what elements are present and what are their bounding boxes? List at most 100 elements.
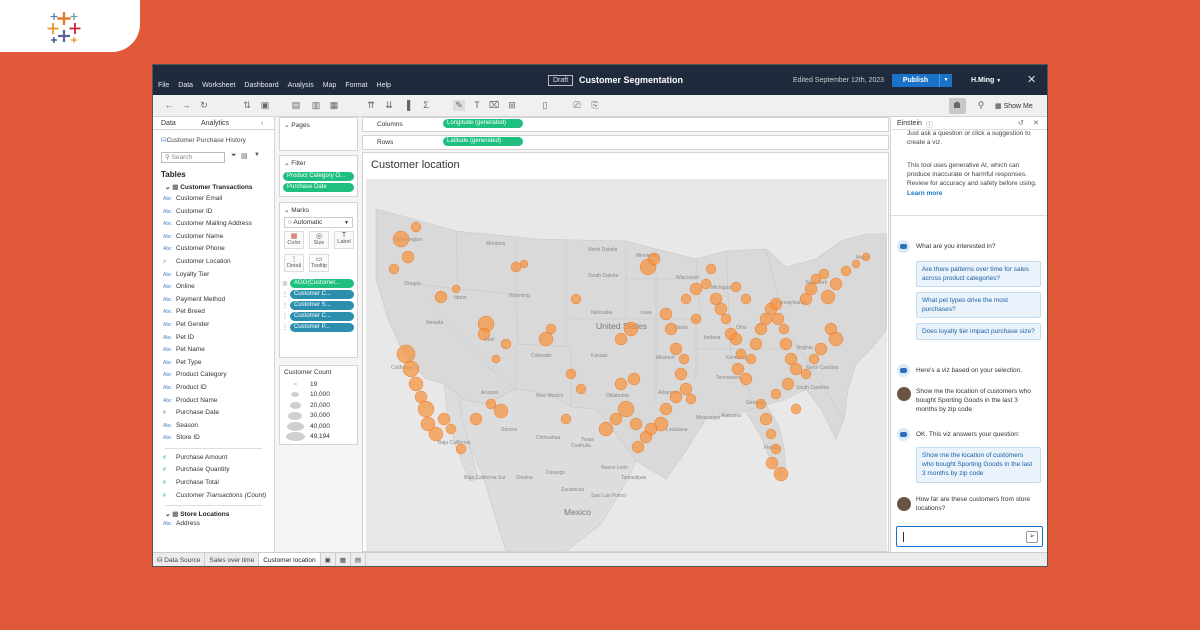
customer-bubble[interactable]	[804, 282, 818, 296]
text-label-icon[interactable]: T	[474, 100, 480, 110]
customer-bubble[interactable]	[818, 268, 830, 280]
field-item[interactable]: # Purchase Date	[153, 407, 274, 420]
customer-bubble[interactable]	[685, 393, 697, 405]
einstein-toggle-button[interactable]	[949, 98, 966, 114]
customer-bubble[interactable]	[769, 297, 783, 311]
publish-dropdown-icon[interactable]: ▼	[939, 74, 952, 87]
customer-bubble[interactable]	[840, 265, 852, 277]
menu-item-help[interactable]: Help	[376, 82, 391, 89]
sum-icon[interactable]: Σ	[423, 100, 429, 110]
sort-ascending-icon[interactable]: ⇈	[367, 100, 375, 110]
customer-bubble[interactable]	[664, 322, 678, 336]
detail-button[interactable]: ⋮ Detail	[284, 254, 304, 272]
rows-shelf[interactable]: Rows Latitude (generated)	[362, 135, 889, 150]
close-icon[interactable]: ✕	[1027, 74, 1037, 86]
customer-bubble[interactable]	[493, 403, 509, 419]
customer-bubble[interactable]	[778, 323, 790, 335]
collapse-icon[interactable]: ⌄	[284, 207, 290, 214]
customer-bubble[interactable]	[545, 323, 557, 335]
field-item[interactable]: > Customer Location	[153, 256, 274, 269]
field-item[interactable]: Abc Address	[153, 518, 274, 531]
customer-bubble[interactable]	[820, 289, 836, 305]
customer-bubble[interactable]	[690, 313, 702, 325]
customer-bubble[interactable]	[714, 302, 728, 316]
table-store-locations[interactable]: ⌄ ▦ Store Locations	[165, 510, 274, 518]
customer-bubble[interactable]	[720, 313, 732, 325]
view-icon[interactable]: ▯	[542, 100, 548, 110]
field-item[interactable]: Abc Pet Type	[153, 357, 274, 370]
suggestion-button[interactable]: Are there patterns over time for sales a…	[916, 261, 1041, 288]
customer-bubble[interactable]	[779, 337, 793, 351]
menu-item-analysis[interactable]: Analysis	[287, 82, 314, 89]
customer-bubble[interactable]	[705, 263, 717, 275]
filter-pill[interactable]: Product Category O...	[283, 172, 354, 181]
customer-bubble[interactable]	[770, 443, 782, 455]
annotate-icon[interactable]: ⌧	[488, 100, 500, 110]
customer-bubble[interactable]	[510, 261, 522, 273]
customer-bubble[interactable]	[560, 413, 572, 425]
customer-bubble[interactable]	[799, 292, 813, 306]
mark-type-select[interactable]: ○ Automatic ▼	[284, 217, 353, 228]
customer-bubble[interactable]	[469, 412, 483, 426]
customer-bubble[interactable]	[659, 307, 673, 321]
field-item[interactable]: Abc Payment Method	[153, 294, 274, 307]
menu-item-file[interactable]: File	[158, 82, 170, 89]
history-icon[interactable]: ↺	[1018, 120, 1024, 127]
customer-bubble[interactable]	[800, 368, 812, 380]
customer-bubble[interactable]	[519, 259, 529, 269]
customer-bubble[interactable]	[731, 362, 745, 376]
tooltip-button[interactable]: ▭ Tooltip	[309, 254, 329, 272]
customer-bubble[interactable]	[755, 398, 767, 410]
highlight-icon[interactable]: ✎	[453, 100, 465, 111]
customer-bubble[interactable]	[729, 332, 743, 346]
measure-item[interactable]: # Purchase Total	[153, 477, 274, 490]
field-item[interactable]: Abc Pet ID	[153, 332, 274, 345]
field-item[interactable]: Abc Season	[153, 420, 274, 433]
new-dashboard-icon[interactable]: ▦	[336, 553, 351, 566]
totals-icon[interactable]: ▐	[403, 100, 411, 110]
customer-bubble[interactable]	[500, 338, 512, 350]
customer-bubble[interactable]	[627, 372, 641, 386]
swap-icon[interactable]: ⇅	[243, 100, 251, 110]
customer-bubble[interactable]	[445, 423, 457, 435]
field-item[interactable]: Abc Customer ID	[153, 206, 274, 219]
search-input[interactable]: ⚲ Search	[161, 152, 225, 163]
customer-bubble[interactable]	[689, 282, 703, 296]
customer-bubble[interactable]	[754, 322, 768, 336]
customer-bubble[interactable]	[455, 443, 467, 455]
customer-bubble[interactable]	[770, 388, 782, 400]
customer-bubble[interactable]	[388, 263, 400, 275]
customer-bubble[interactable]	[680, 293, 692, 305]
collapse-icon[interactable]: ⌄	[284, 160, 290, 167]
share-icon[interactable]: ⎘	[591, 100, 599, 110]
menu-item-map[interactable]: Map	[322, 82, 337, 89]
customer-bubble[interactable]	[861, 252, 871, 262]
field-item[interactable]: Abc Product ID	[153, 382, 274, 395]
user-menu[interactable]: H.Ming ▼	[971, 77, 1001, 84]
customer-bubble[interactable]	[765, 456, 779, 470]
customer-bubble[interactable]	[538, 331, 554, 347]
customer-bubble[interactable]	[477, 327, 491, 341]
answer-card[interactable]: Show me the location of customers who bo…	[916, 447, 1041, 483]
customer-bubble[interactable]	[614, 377, 628, 391]
customer-bubble[interactable]	[659, 402, 673, 416]
tab-analytics[interactable]: Analytics	[201, 120, 230, 127]
redo-icon[interactable]: ↻	[200, 100, 208, 110]
sheet-icon[interactable]: ▣	[260, 100, 270, 110]
customer-bubble[interactable]	[623, 321, 639, 337]
table-customer-transactions[interactable]: ⌄ ▦ Customer Transactions	[165, 183, 274, 191]
tab-sales-over-time[interactable]: Sales over time	[205, 553, 260, 566]
mark-pill[interactable]: Customer S...	[290, 301, 354, 310]
chat-input[interactable]: ➢	[896, 526, 1043, 547]
customer-bubble[interactable]	[810, 273, 822, 285]
menu-item-data[interactable]: Data	[178, 82, 194, 89]
customer-bubble[interactable]	[739, 372, 753, 386]
field-item[interactable]: Abc Pet Gender	[153, 319, 274, 332]
tab-data[interactable]: Data	[161, 120, 176, 127]
customer-bubble[interactable]	[745, 353, 757, 365]
show-me-button[interactable]: ▦ Show Me	[995, 102, 1033, 110]
customer-bubble[interactable]	[598, 421, 614, 437]
suggestion-button[interactable]: Does loyalty tier impact purchase size?	[916, 323, 1041, 341]
back-icon[interactable]: ←	[164, 100, 174, 110]
customer-bubble[interactable]	[789, 362, 803, 376]
